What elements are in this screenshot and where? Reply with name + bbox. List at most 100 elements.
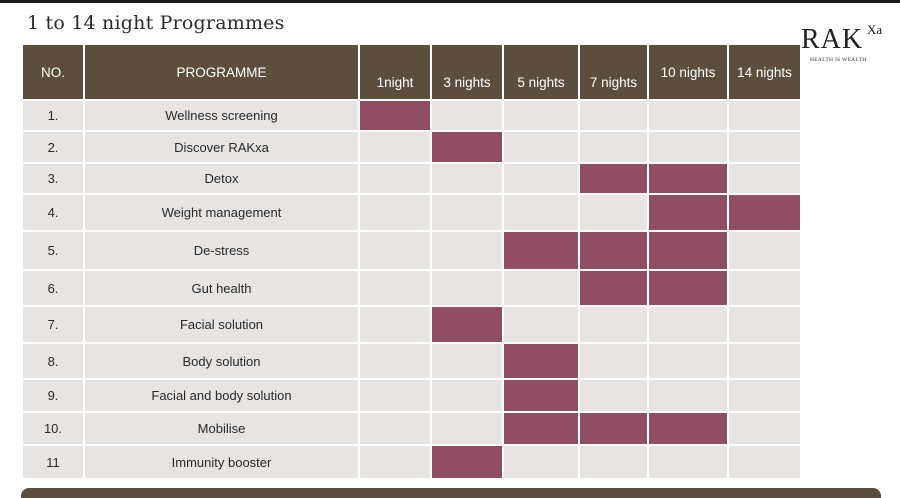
- availability-cell-empty: [430, 193, 504, 232]
- programme-name: Body solution: [83, 342, 360, 380]
- availability-cell-empty: [578, 99, 649, 132]
- programme-name: Detox: [83, 162, 360, 195]
- availability-cell-filled: [647, 411, 729, 446]
- availability-cell-empty: [727, 130, 802, 164]
- availability-cell-filled: [502, 411, 580, 446]
- availability-cell-empty: [502, 269, 580, 307]
- availability-cell-empty: [647, 444, 729, 480]
- table-row: 10. Mobilise: [21, 411, 802, 446]
- availability-cell-empty: [358, 193, 432, 232]
- row-number: 10.: [21, 411, 85, 446]
- availability-cell-empty: [358, 269, 432, 307]
- programme-name: Facial and body solution: [83, 378, 360, 413]
- availability-cell-empty: [727, 99, 802, 132]
- availability-cell-empty: [578, 378, 649, 413]
- header-1-night: 1night: [358, 43, 432, 101]
- programme-table: NO. PROGRAMME 1night 3 nights 5 nights 7…: [21, 43, 802, 480]
- availability-cell-filled: [502, 230, 580, 271]
- table-row: 6. Gut health: [21, 269, 802, 307]
- availability-cell-filled: [647, 230, 729, 271]
- availability-cell-empty: [430, 99, 504, 132]
- programme-name: Immunity booster: [83, 444, 360, 480]
- availability-cell-empty: [647, 305, 729, 344]
- availability-cell-filled: [727, 193, 802, 232]
- row-number: 9.: [21, 378, 85, 413]
- availability-cell-empty: [502, 305, 580, 344]
- availability-cell-empty: [358, 342, 432, 380]
- row-number: 1.: [21, 99, 85, 132]
- table-row: 9. Facial and body solution: [21, 378, 802, 413]
- availability-cell-filled: [578, 230, 649, 271]
- header-row: NO. PROGRAMME 1night 3 nights 5 nights 7…: [21, 43, 802, 101]
- availability-cell-empty: [358, 162, 432, 195]
- availability-cell-empty: [430, 162, 504, 195]
- logo-tagline: HEALTH IS WEALTH: [810, 57, 867, 63]
- header-3-nights: 3 nights: [430, 43, 504, 101]
- row-number: 5.: [21, 230, 85, 271]
- programme-name: Wellness screening: [83, 99, 360, 132]
- table-row: 8. Body solution: [21, 342, 802, 380]
- availability-cell-empty: [430, 269, 504, 307]
- availability-cell-filled: [647, 193, 729, 232]
- availability-cell-filled: [430, 305, 504, 344]
- availability-cell-empty: [502, 444, 580, 480]
- availability-cell-empty: [647, 99, 729, 132]
- availability-cell-empty: [502, 130, 580, 164]
- availability-cell-empty: [727, 378, 802, 413]
- row-number: 2.: [21, 130, 85, 164]
- bottom-bar: [21, 488, 881, 498]
- availability-cell-filled: [578, 162, 649, 195]
- availability-cell-empty: [430, 230, 504, 271]
- programme-name: De-stress: [83, 230, 360, 271]
- availability-cell-filled: [647, 269, 729, 307]
- availability-cell-empty: [727, 342, 802, 380]
- availability-cell-empty: [430, 378, 504, 413]
- availability-cell-empty: [502, 162, 580, 195]
- row-number: 4.: [21, 193, 85, 232]
- header-10-nights: 10 nights: [647, 43, 729, 101]
- table-row: 7. Facial solution: [21, 305, 802, 344]
- availability-cell-empty: [578, 193, 649, 232]
- availability-cell-filled: [502, 342, 580, 380]
- programme-name: Facial solution: [83, 305, 360, 344]
- row-number: 7.: [21, 305, 85, 344]
- availability-cell-filled: [430, 130, 504, 164]
- availability-cell-empty: [647, 342, 729, 380]
- table-row: 1. Wellness screening: [21, 99, 802, 132]
- row-number: 11: [21, 444, 85, 480]
- availability-cell-filled: [430, 444, 504, 480]
- availability-cell-empty: [358, 411, 432, 446]
- availability-cell-empty: [727, 230, 802, 271]
- row-number: 3.: [21, 162, 85, 195]
- header-14-nights: 14 nights: [727, 43, 802, 101]
- availability-cell-empty: [647, 378, 729, 413]
- availability-cell-empty: [502, 99, 580, 132]
- programme-name: Gut health: [83, 269, 360, 307]
- availability-cell-filled: [578, 411, 649, 446]
- availability-cell-empty: [727, 411, 802, 446]
- logo-superscript: Xa: [867, 22, 883, 37]
- table-row: 2. Discover RAKxa: [21, 130, 802, 164]
- row-number: 6.: [21, 269, 85, 307]
- page-title: 1 to 14 night Programmes: [27, 12, 285, 34]
- availability-cell-empty: [358, 130, 432, 164]
- programme-name: Mobilise: [83, 411, 360, 446]
- row-number: 8.: [21, 342, 85, 380]
- logo-wordmark: RAK: [801, 24, 864, 55]
- availability-cell-empty: [578, 130, 649, 164]
- availability-cell-empty: [727, 305, 802, 344]
- availability-cell-empty: [727, 269, 802, 307]
- top-rule: [0, 0, 900, 3]
- availability-cell-filled: [647, 162, 729, 195]
- availability-cell-empty: [727, 162, 802, 195]
- programme-name: Weight management: [83, 193, 360, 232]
- availability-cell-empty: [358, 230, 432, 271]
- availability-cell-empty: [358, 444, 432, 480]
- availability-cell-empty: [430, 342, 504, 380]
- availability-cell-empty: [430, 411, 504, 446]
- availability-cell-filled: [578, 269, 649, 307]
- header-5-nights: 5 nights: [502, 43, 580, 101]
- table-row: 3. Detox: [21, 162, 802, 195]
- table-row: 5. De-stress: [21, 230, 802, 271]
- availability-cell-empty: [358, 378, 432, 413]
